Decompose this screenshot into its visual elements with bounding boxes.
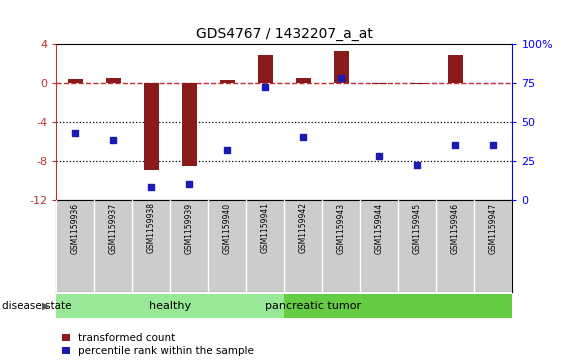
Text: GSM1159941: GSM1159941 <box>261 203 270 253</box>
Bar <box>220 79 235 82</box>
Point <box>147 184 156 190</box>
Bar <box>258 55 273 82</box>
Bar <box>144 82 159 170</box>
Text: GSM1159944: GSM1159944 <box>375 203 384 253</box>
Bar <box>56 294 284 318</box>
Text: GSM1159943: GSM1159943 <box>337 203 346 253</box>
Bar <box>334 51 349 82</box>
Text: GSM1159945: GSM1159945 <box>413 203 422 253</box>
Point <box>337 75 346 81</box>
Point <box>375 153 384 159</box>
Text: GSM1159939: GSM1159939 <box>185 203 194 253</box>
Bar <box>68 79 83 82</box>
Text: GSM1159938: GSM1159938 <box>147 203 156 253</box>
Point <box>223 147 232 152</box>
Text: GSM1159946: GSM1159946 <box>451 203 460 253</box>
Bar <box>448 55 463 82</box>
Text: GSM1159947: GSM1159947 <box>489 203 498 253</box>
Bar <box>486 82 501 83</box>
Point <box>109 138 118 143</box>
Point <box>451 142 460 148</box>
Title: GDS4767 / 1432207_a_at: GDS4767 / 1432207_a_at <box>196 27 373 41</box>
Text: disease state: disease state <box>2 301 71 311</box>
Bar <box>296 78 311 82</box>
Text: ▶: ▶ <box>42 301 50 311</box>
Text: GSM1159936: GSM1159936 <box>71 203 80 253</box>
Text: pancreatic tumor: pancreatic tumor <box>265 301 361 311</box>
Bar <box>372 82 387 84</box>
Bar <box>284 294 512 318</box>
Text: healthy: healthy <box>149 301 191 311</box>
Point <box>489 142 498 148</box>
Text: GSM1159942: GSM1159942 <box>299 203 308 253</box>
Point <box>299 134 308 140</box>
Bar <box>106 78 121 82</box>
Legend: transformed count, percentile rank within the sample: transformed count, percentile rank withi… <box>61 333 254 356</box>
Point <box>185 181 194 187</box>
Bar <box>410 82 425 83</box>
Text: GSM1159937: GSM1159937 <box>109 203 118 253</box>
Point <box>261 84 270 90</box>
Point <box>71 130 80 135</box>
Text: GSM1159940: GSM1159940 <box>223 203 232 253</box>
Point <box>413 162 422 168</box>
Bar <box>182 82 197 166</box>
